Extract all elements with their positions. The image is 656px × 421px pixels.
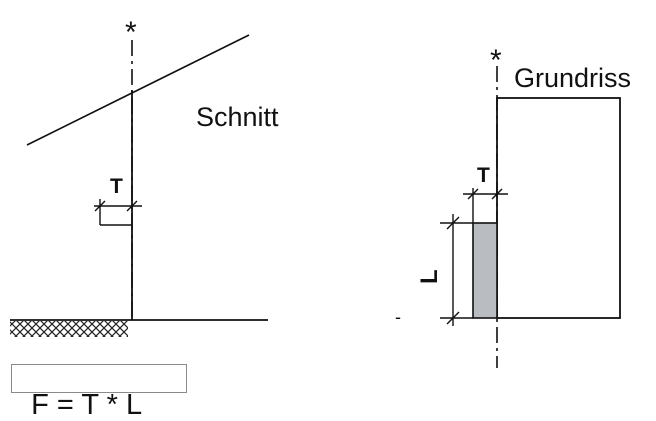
section-axis-symbol: *	[125, 16, 137, 49]
area-rectangle	[472, 222, 498, 319]
ground-hatch	[10, 321, 128, 337]
plan-dimension-t: T	[463, 164, 508, 223]
plan-dimension-l-label: L	[416, 269, 443, 284]
plan-marker: -	[395, 307, 401, 327]
diagram-canvas: * Schnitt T * Grundriss	[10, 16, 631, 368]
plan-axis-symbol: *	[490, 44, 502, 77]
section-view: * Schnitt T	[10, 16, 279, 337]
plan-dimension-l: L	[416, 214, 473, 326]
formula-box: F = T * L	[11, 364, 187, 420]
section-dimension-t: T	[94, 175, 142, 226]
formula-text: F = T * L	[31, 389, 143, 421]
section-dimension-t-label: T	[110, 175, 123, 198]
roof-slope-line	[26, 34, 250, 146]
plan-dimension-t-label: T	[477, 164, 490, 187]
plan-view: * Grundriss T L -	[395, 44, 631, 368]
section-view-label: Schnitt	[196, 102, 279, 132]
building-outline	[496, 97, 621, 319]
plan-view-label: Grundriss	[514, 63, 631, 93]
